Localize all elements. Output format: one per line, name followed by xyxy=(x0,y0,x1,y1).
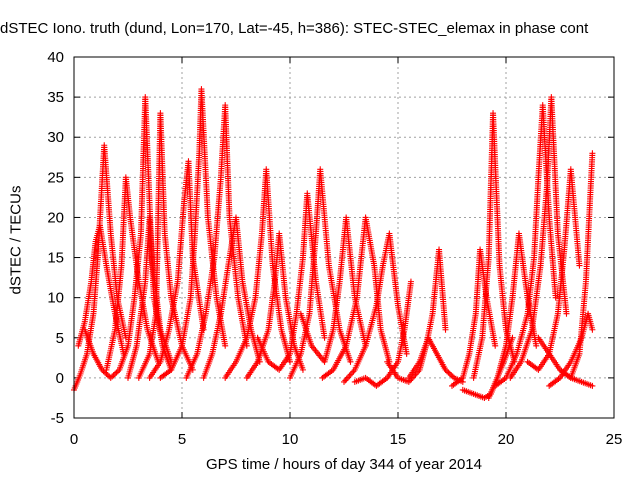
x-tick-label: 10 xyxy=(282,431,299,448)
data-point xyxy=(407,278,414,285)
series xyxy=(557,366,596,389)
y-tick-label: 15 xyxy=(47,250,64,267)
data-point xyxy=(346,372,353,379)
series xyxy=(103,174,162,373)
data-point xyxy=(347,358,354,365)
data-point xyxy=(104,372,111,379)
data-point xyxy=(446,370,453,377)
x-tick-label: 0 xyxy=(70,431,78,448)
data-point xyxy=(442,326,449,333)
y-tick-label: 25 xyxy=(47,169,64,186)
series xyxy=(535,150,596,381)
data-point xyxy=(445,369,452,376)
data-point xyxy=(442,366,449,373)
plot-frame xyxy=(73,56,615,419)
data-point xyxy=(448,372,455,379)
series xyxy=(183,102,250,381)
chart-title: dSTEC Iono. truth (dund, Lon=170, Lat=-4… xyxy=(0,20,589,37)
data-point xyxy=(589,150,596,157)
x-tick-label: 15 xyxy=(390,431,407,448)
data-point xyxy=(589,326,596,333)
series xyxy=(485,230,540,401)
x-tick-label: 20 xyxy=(498,431,515,448)
data-point xyxy=(113,369,120,376)
y-tick-label: 10 xyxy=(47,290,64,307)
y-tick-label: 35 xyxy=(47,89,64,106)
y-tick-label: -5 xyxy=(51,410,64,427)
data-point xyxy=(345,374,352,381)
y-tick-label: 0 xyxy=(56,370,64,387)
data-point xyxy=(321,334,328,341)
data-points xyxy=(71,86,596,401)
data-point xyxy=(589,382,596,389)
data-point xyxy=(109,373,116,380)
series xyxy=(470,110,518,381)
series xyxy=(287,166,354,381)
data-point xyxy=(114,368,121,375)
x-tick-label: 5 xyxy=(178,431,186,448)
data-point xyxy=(443,368,450,375)
series xyxy=(341,230,410,385)
data-point xyxy=(299,366,306,373)
series xyxy=(384,246,449,385)
series xyxy=(222,166,293,381)
data-point xyxy=(100,368,107,375)
data-point xyxy=(492,342,499,349)
y-tick-label: 30 xyxy=(47,129,64,146)
data-point xyxy=(287,358,293,365)
data-point xyxy=(107,374,114,381)
data-point xyxy=(347,371,354,378)
data-point xyxy=(222,342,229,349)
x-tick-label: 25 xyxy=(606,431,623,448)
data-point xyxy=(341,378,347,385)
y-tick-label: 20 xyxy=(47,209,64,226)
series xyxy=(254,190,328,373)
data-point xyxy=(349,369,356,376)
data-point xyxy=(563,310,570,317)
data-point xyxy=(403,350,410,357)
data-point xyxy=(112,370,119,377)
data-point xyxy=(533,342,540,349)
data-point xyxy=(101,369,108,376)
x-axis-label: GPS time / hours of day 344 of year 2014 xyxy=(206,456,482,473)
y-tick-label: 40 xyxy=(47,49,64,66)
series xyxy=(546,310,596,389)
data-point xyxy=(552,294,559,301)
data-point xyxy=(576,262,583,269)
series xyxy=(524,166,583,373)
axis-ticks: 0 5 10 15 20 25 -5 0 5 10 15 20 25 30 35 40 xyxy=(47,49,622,448)
data-point xyxy=(343,375,350,382)
y-tick-label: 5 xyxy=(56,330,64,347)
series xyxy=(135,110,196,381)
data-point xyxy=(449,373,456,380)
series xyxy=(405,334,466,385)
data-point xyxy=(110,372,117,379)
data-point xyxy=(342,377,349,384)
series xyxy=(449,246,499,389)
